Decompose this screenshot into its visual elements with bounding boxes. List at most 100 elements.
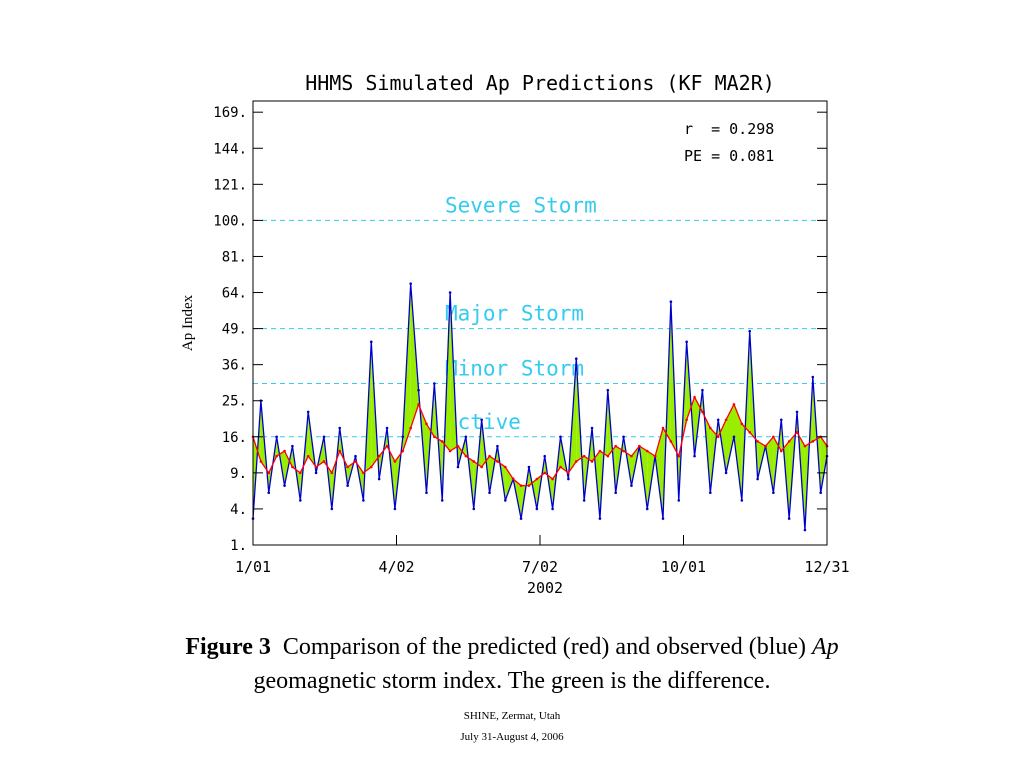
point-predicted	[409, 426, 412, 430]
slide-footer: SHINE, Zermat, Utah July 31-August 4, 20…	[0, 706, 1024, 748]
point-predicted	[630, 454, 633, 458]
point-predicted	[606, 454, 610, 458]
point-observed	[811, 375, 815, 379]
caption-label: Figure 3	[185, 634, 271, 660]
y-tick-label: 81.	[222, 249, 247, 265]
point-observed	[377, 477, 381, 481]
point-predicted	[677, 454, 681, 458]
point-observed	[645, 507, 649, 511]
point-observed	[504, 499, 507, 502]
point-observed	[464, 435, 468, 439]
point-observed	[630, 484, 633, 487]
y-tick-label: 9.	[230, 466, 247, 482]
stat-pe: PE = 0.081	[684, 147, 774, 165]
y-tick-label: 36.	[222, 358, 247, 374]
point-observed	[519, 517, 523, 520]
point-observed	[795, 410, 799, 414]
point-observed	[590, 426, 594, 430]
point-predicted	[362, 471, 365, 475]
point-predicted	[803, 444, 807, 448]
point-predicted	[440, 440, 444, 443]
point-predicted	[638, 444, 641, 448]
y-tick-label: 1.	[230, 538, 247, 554]
y-axis-label: Ap Index	[180, 294, 196, 351]
point-observed	[740, 499, 744, 502]
point-predicted	[527, 484, 531, 487]
difference-fill	[733, 404, 742, 501]
point-predicted	[322, 460, 326, 463]
x-axis-label: 2002	[527, 579, 563, 597]
point-predicted	[417, 403, 420, 406]
point-predicted	[772, 435, 775, 439]
series-layer	[251, 282, 829, 532]
point-predicted	[385, 444, 389, 448]
point-predicted	[787, 440, 791, 443]
x-tick-label: 4/02	[378, 558, 414, 576]
point-predicted	[259, 460, 263, 463]
point-predicted	[464, 454, 468, 458]
point-observed	[306, 410, 310, 414]
point-predicted	[661, 426, 665, 430]
point-observed	[480, 418, 483, 422]
point-observed	[709, 491, 712, 495]
point-observed	[369, 340, 373, 344]
point-observed	[527, 465, 531, 469]
point-observed	[748, 329, 752, 333]
point-observed	[322, 435, 326, 439]
point-predicted	[685, 418, 688, 422]
point-observed	[701, 388, 704, 392]
point-predicted	[267, 471, 271, 475]
y-tick-label: 49.	[222, 322, 247, 338]
point-predicted	[543, 471, 547, 475]
point-predicted	[590, 460, 594, 463]
point-predicted	[511, 477, 515, 481]
point-predicted	[314, 465, 318, 469]
point-observed	[417, 388, 420, 392]
point-predicted	[472, 460, 476, 463]
point-observed	[756, 477, 759, 481]
point-predicted	[433, 435, 436, 439]
figure-caption: Figure 3 Comparison of the predicted (re…	[0, 630, 1024, 698]
caption-italic: Ap	[812, 634, 839, 660]
point-predicted	[622, 449, 625, 453]
point-predicted	[425, 422, 428, 426]
point-predicted	[283, 449, 286, 453]
point-observed	[330, 507, 334, 511]
point-predicted	[779, 449, 783, 453]
point-observed	[559, 435, 562, 439]
point-observed	[606, 388, 610, 392]
point-predicted	[377, 454, 381, 458]
point-observed	[582, 499, 586, 502]
plot-frame	[252, 100, 828, 546]
point-observed	[299, 499, 302, 502]
point-predicted	[306, 454, 310, 458]
point-predicted	[645, 449, 649, 453]
point-predicted	[559, 465, 562, 469]
ap-chart: HHMS Simulated Ap Predictions (KF MA2R) …	[180, 71, 850, 597]
point-predicted	[669, 440, 673, 443]
point-observed	[425, 491, 428, 495]
chart-title: HHMS Simulated Ap Predictions (KF MA2R)	[305, 71, 775, 95]
point-observed	[275, 435, 278, 439]
point-observed	[693, 454, 696, 458]
threshold-label: Minor Storm	[445, 357, 584, 381]
point-predicted	[519, 484, 523, 487]
series-line-predicted	[252, 395, 828, 487]
point-predicted	[291, 465, 294, 469]
difference-fill	[410, 283, 419, 429]
point-observed	[598, 517, 602, 520]
y-tick-label: 121.	[213, 177, 247, 193]
point-observed	[779, 418, 783, 422]
point-observed	[401, 435, 405, 439]
point-predicted	[653, 454, 657, 458]
point-observed	[314, 471, 318, 475]
x-tick-label: 7/02	[522, 558, 558, 576]
footer-line-2: July 31-August 4, 2006	[460, 731, 564, 743]
point-observed	[803, 528, 807, 532]
point-predicted	[740, 422, 744, 426]
point-predicted	[795, 431, 799, 434]
point-observed	[787, 517, 791, 520]
point-predicted	[764, 444, 767, 448]
point-observed	[354, 454, 357, 458]
